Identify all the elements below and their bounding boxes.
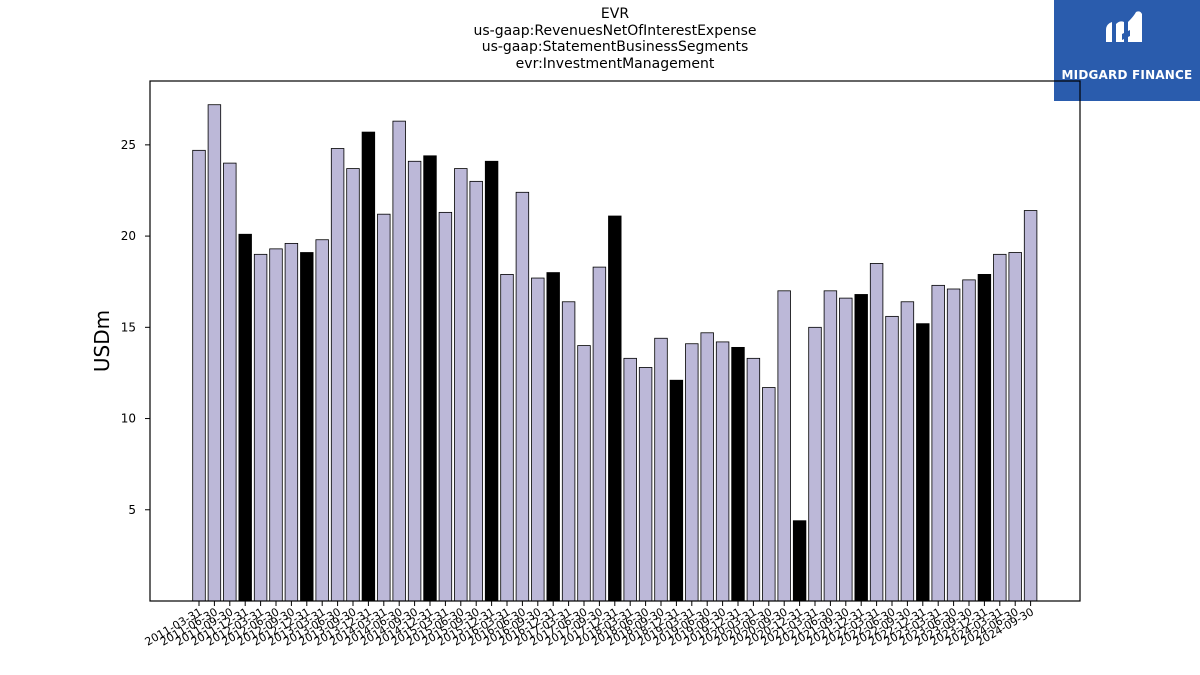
bar	[330, 148, 345, 602]
bar	[223, 162, 237, 602]
bar	[253, 253, 268, 602]
bar	[777, 290, 791, 602]
bar	[192, 149, 206, 602]
bar	[577, 345, 591, 602]
bar	[946, 288, 961, 602]
bar	[993, 253, 1007, 602]
bar	[700, 332, 714, 602]
bar	[900, 301, 915, 602]
chart-title-line: evr:InvestmentManagement	[515, 55, 715, 72]
y-tick-label: 10	[121, 412, 136, 426]
bar	[592, 266, 607, 602]
y-axis: 5 10 15 20 25	[121, 138, 150, 517]
bars-group	[192, 104, 1038, 602]
bar	[839, 297, 853, 602]
bar	[715, 341, 730, 602]
chart-title-line: us-gaap:RevenuesNetOfInterestExpense	[473, 22, 757, 39]
bar	[1008, 252, 1022, 602]
chart-title-line: EVR	[600, 6, 630, 22]
bar	[500, 273, 514, 602]
midgard-finance-logo: MIDGARD FINANCE	[1054, 0, 1200, 101]
bar	[638, 367, 653, 602]
bar	[916, 323, 930, 602]
bar	[207, 104, 222, 602]
logo-text: MIDGARD FINANCE	[1061, 68, 1193, 82]
bar	[931, 284, 945, 602]
bar	[731, 346, 745, 602]
bar	[685, 343, 699, 602]
chart-title: EVR us-gaap:RevenuesNetOfInterestExpense…	[150, 6, 1080, 72]
bar	[284, 242, 299, 602]
y-tick-label: 5	[128, 503, 136, 517]
bar	[423, 155, 437, 602]
bar	[885, 315, 899, 602]
bar	[977, 273, 992, 602]
bar	[792, 520, 807, 602]
bar	[531, 277, 545, 602]
bar	[361, 131, 376, 602]
bar	[823, 290, 838, 602]
y-axis-label: USDm	[90, 310, 114, 372]
bar	[1023, 210, 1038, 602]
y-tick-label: 25	[121, 138, 136, 152]
bar	[377, 213, 391, 602]
bar	[746, 357, 761, 602]
bar	[300, 252, 314, 602]
bar	[654, 337, 668, 602]
midgard-logo-icon	[1106, 11, 1142, 43]
bar	[315, 239, 329, 602]
bar	[454, 168, 468, 602]
bar	[669, 379, 684, 602]
bar	[561, 301, 576, 602]
bar	[623, 357, 637, 602]
bar	[546, 272, 560, 602]
bar	[962, 279, 976, 602]
bar	[484, 160, 499, 602]
bar	[762, 387, 776, 602]
bar	[854, 294, 868, 602]
bar	[346, 168, 360, 602]
y-tick-label: 20	[121, 229, 136, 243]
bar	[469, 180, 483, 602]
y-tick-label: 15	[121, 320, 136, 334]
bar	[392, 120, 406, 602]
bar	[438, 211, 453, 602]
bar	[869, 263, 884, 602]
chart-title-line: us-gaap:StatementBusinessSegments	[481, 39, 749, 55]
bar	[407, 160, 422, 602]
x-axis: 2011-03-312011-06-302011-09-302011-12-31…	[143, 601, 1036, 649]
bar	[238, 233, 252, 602]
bar	[808, 326, 822, 602]
bar	[515, 191, 530, 602]
bar	[608, 215, 622, 602]
bar	[269, 248, 283, 602]
